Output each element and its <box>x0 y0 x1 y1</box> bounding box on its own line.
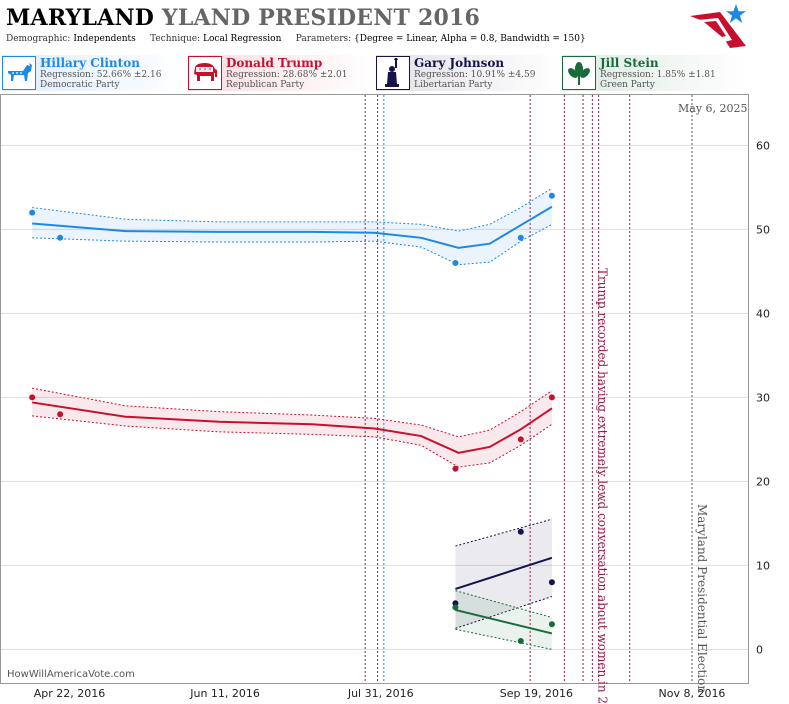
poll-point-jill-stein <box>452 604 459 611</box>
site-credit: HowWillAmericaVote.com <box>7 669 135 680</box>
legend-entry-johnson: Gary Johnson Regression: 10.91% ±4.59 Li… <box>376 55 562 91</box>
y-tick-label: 50 <box>756 223 770 236</box>
poll-point-donald-trump <box>517 436 524 443</box>
event-annotation: Trump recorded having extremely lewd con… <box>595 268 609 704</box>
demographic-value: Independents <box>73 34 136 44</box>
confidence-band-hillary-clinton <box>32 188 552 265</box>
trend-line-donald-trump <box>31 401 553 454</box>
poll-point-donald-trump <box>29 394 36 401</box>
y-tick-label: 0 <box>756 643 763 656</box>
confidence-band-donald-trump <box>32 388 552 468</box>
title-state: MARYLAND <box>6 5 155 31</box>
candidate-name: Gary Johnson <box>414 56 505 70</box>
page-title: MARYLAND YLAND PRESIDENT 2016 <box>6 5 480 31</box>
donkey-icon <box>2 56 36 90</box>
poll-point-jill-stein <box>548 621 555 628</box>
upper-bound-gary-johnson <box>455 518 553 547</box>
upper-bound-jill-stein <box>455 590 553 618</box>
trend-line-gary-johnson <box>455 556 553 590</box>
parameters-value: {Degree = Linear, Alpha = 0.8, Bandwidth… <box>354 34 586 44</box>
lower-bound-gary-johnson <box>455 596 553 629</box>
x-tick-label: Apr 22, 2016 <box>34 687 106 700</box>
x-tick-label: Nov 8, 2016 <box>658 687 725 700</box>
x-tick-label: Sep 19, 2016 <box>500 687 573 700</box>
candidate-regression: Regression: 1.85% ±1.81 <box>600 70 716 80</box>
y-tick-label: 30 <box>756 391 770 404</box>
trend-line-hillary-clinton <box>32 205 553 249</box>
x-tick-label: Jul 31, 2016 <box>347 687 414 700</box>
lower-bound-hillary-clinton <box>32 223 553 266</box>
poll-point-jill-stein <box>517 638 524 644</box>
y-tick-label: 60 <box>756 139 770 152</box>
lower-bound-jill-stein <box>455 628 553 650</box>
poll-point-donald-trump <box>452 465 459 472</box>
star-icon <box>726 4 746 23</box>
confidence-band-jill-stein <box>455 590 552 650</box>
trend-line-jill-stein <box>455 608 553 635</box>
legend-entry-trump: Donald Trump Regression: 28.68% ±2.01 Re… <box>188 55 374 91</box>
poll-point-gary-johnson <box>517 528 524 535</box>
poll-point-hillary-clinton <box>29 209 36 216</box>
poll-point-donald-trump <box>57 411 64 418</box>
y-tick-label: 40 <box>756 307 770 320</box>
candidate-name: Hillary Clinton <box>40 56 140 70</box>
lower-bound-donald-trump <box>32 415 553 468</box>
candidate-party: Green Party <box>600 80 655 90</box>
candidate-name: Donald Trump <box>226 56 323 70</box>
legend-entry-clinton: Hillary Clinton Regression: 52.66% ±2.16… <box>2 55 188 91</box>
candidate-regression: Regression: 10.91% ±4.59 <box>414 70 536 80</box>
technique-value: Local Regression <box>203 34 282 44</box>
plot-area <box>0 94 749 684</box>
poll-point-hillary-clinton <box>548 192 555 199</box>
elephant-icon <box>188 56 222 90</box>
green-leaf-icon <box>562 56 596 90</box>
liberty-statue-icon <box>376 56 410 90</box>
upper-bound-hillary-clinton <box>32 187 553 232</box>
x-tick-label: Jun 11, 2016 <box>189 687 260 700</box>
y-tick-label: 10 <box>756 559 770 572</box>
upper-bound-donald-trump <box>32 387 553 438</box>
poll-point-gary-johnson <box>548 579 555 586</box>
title-race: YLAND PRESIDENT 2016 <box>161 5 481 31</box>
candidate-regression: Regression: 28.68% ±2.01 <box>226 70 348 80</box>
demographic-label: Demographic: <box>6 34 71 44</box>
poll-point-donald-trump <box>548 394 555 401</box>
poll-point-hillary-clinton <box>57 234 64 241</box>
y-tick-label: 20 <box>756 475 770 488</box>
event-annotation: Maryland Presidential Election <box>695 504 709 693</box>
candidate-name: Jill Stein <box>600 56 659 70</box>
candidate-party: Democratic Party <box>40 80 120 90</box>
legend-entry-stein: Jill Stein Regression: 1.85% ±1.81 Green… <box>562 55 748 91</box>
poll-point-hillary-clinton <box>517 234 524 241</box>
poll-point-hillary-clinton <box>452 260 459 266</box>
date-stamp: May 6, 2025 <box>678 102 748 115</box>
candidate-party: Republican Party <box>226 80 305 90</box>
poll-point-gary-johnson <box>452 600 459 607</box>
candidate-regression: Regression: 52.66% ±2.16 <box>40 70 162 80</box>
chart-parameters: Demographic: Independents Technique: Loc… <box>6 34 586 44</box>
technique-label: Technique: <box>150 34 201 44</box>
candidate-party: Libertarian Party <box>414 80 493 90</box>
parameters-label: Parameters: <box>295 34 352 44</box>
site-logo <box>690 4 746 48</box>
